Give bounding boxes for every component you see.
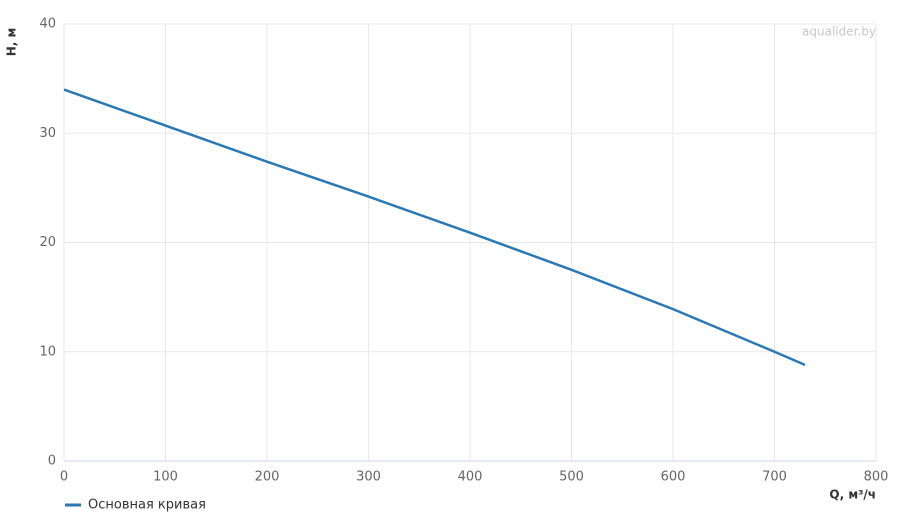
x-tick-label: 400 — [458, 470, 483, 485]
legend-label: Основная кривая — [88, 498, 206, 513]
x-tick-label: 200 — [255, 470, 280, 485]
y-tick-label: 20 — [39, 235, 56, 250]
x-tick-label: 0 — [60, 470, 68, 485]
x-tick-label: 700 — [762, 470, 787, 485]
watermark: aqualider.by — [802, 25, 876, 39]
y-tick-label: 10 — [39, 344, 56, 359]
x-tick-label: 800 — [864, 470, 889, 485]
y-tick-label: 40 — [39, 17, 56, 32]
y-axis-label: H, м — [5, 28, 19, 57]
x-axis-label: Q, м³/ч — [829, 488, 876, 502]
x-tick-label: 600 — [661, 470, 686, 485]
y-tick-label: 0 — [48, 454, 56, 469]
x-tick-label: 100 — [153, 470, 178, 485]
x-tick-label: 500 — [559, 470, 584, 485]
x-tick-label: 300 — [356, 470, 381, 485]
y-tick-label: 30 — [39, 126, 56, 141]
line-series — [63, 88, 806, 367]
